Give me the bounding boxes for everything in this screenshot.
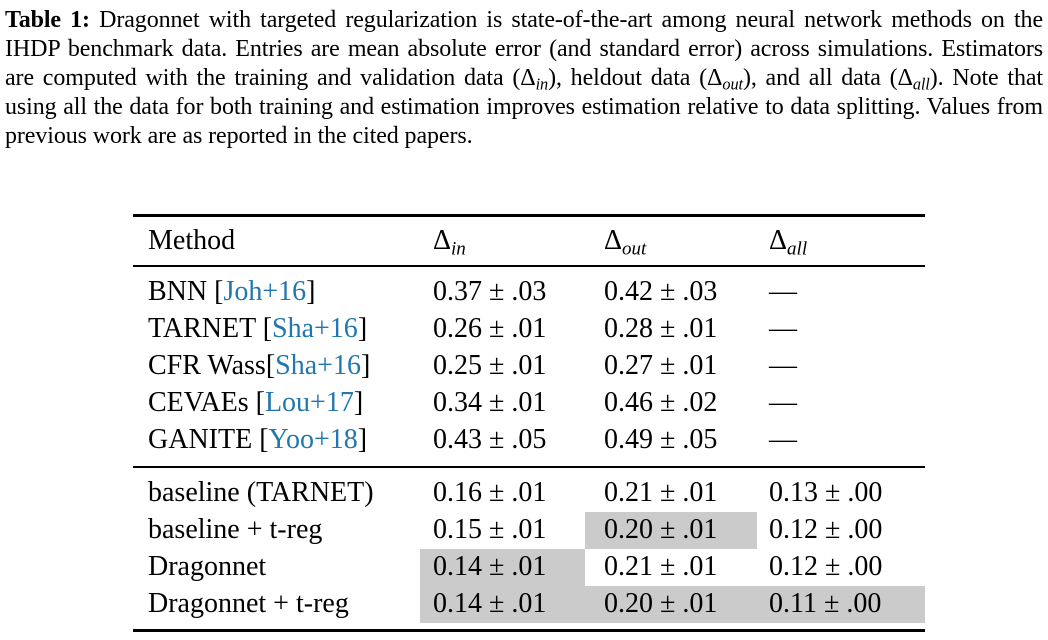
delta-symbol: Δ — [769, 224, 788, 256]
delta-out-value: 0.46 ± .02 — [604, 387, 718, 418]
delta-all-value: 0.12 ± .00 — [769, 551, 883, 582]
method-name: CEVAEs — [148, 387, 256, 418]
delta-all-value: 0.12 ± .00 — [769, 514, 883, 545]
spacer-row — [133, 623, 925, 631]
this-work-section: baseline (TARNET) 0.16 ± .01 0.21 ± .01 … — [133, 467, 925, 631]
delta-in-value: 0.16 ± .01 — [433, 477, 547, 508]
delta-all-value: — — [769, 313, 797, 344]
delta-in-value: 0.15 ± .01 — [433, 514, 547, 545]
column-header-delta-all: Δall — [757, 216, 925, 266]
citation-bracket: [ — [255, 387, 265, 418]
delta-in-value: 0.34 ± .01 — [433, 387, 547, 418]
citation-bracket: [ — [262, 313, 273, 344]
table-row-dragonnet: Dragonnet 0.14 ± .01 0.21 ± .01 0.12 ± .… — [133, 548, 925, 586]
caption-text: ), and all data (Δ — [742, 65, 913, 91]
delta-all-value: 0.11 ± .00 — [757, 585, 925, 623]
delta-all-value: — — [769, 350, 797, 381]
column-header-delta-in: Δin — [420, 216, 585, 266]
citation-bracket: ] — [306, 276, 316, 307]
table-row-tarnet: TARNET [Sha+16] 0.26 ± .01 0.28 ± .01 — — [133, 311, 925, 348]
delta-in-value: 0.43 ± .05 — [433, 424, 547, 455]
table-row-cfr-wass: CFR Wass[Sha+16] 0.25 ± .01 0.27 ± .01 — — [133, 348, 925, 385]
method-cell: CFR Wass[Sha+16] — [133, 348, 420, 385]
delta-all-value: — — [769, 276, 797, 307]
spacer-row — [133, 467, 925, 475]
delta-symbol: Δ — [433, 224, 452, 256]
method-name: GANITE — [148, 424, 260, 455]
citation-bracket: [ — [259, 424, 269, 455]
table-row-ganite: GANITE [Yoo+18] 0.43 ± .05 0.49 ± .05 — — [133, 422, 925, 459]
method-cell: GANITE [Yoo+18] — [133, 422, 420, 459]
table-row-bnn: BNN [Joh+16] 0.37 ± .03 0.42 ± .03 — — [133, 274, 925, 311]
method-cell: baseline + t-reg — [148, 514, 323, 545]
delta-out-value: 0.20 ± .01 — [585, 511, 757, 549]
caption-label: Table 1: — [5, 7, 90, 33]
delta-out-value: 0.28 ± .01 — [604, 313, 718, 344]
delta-all-subscript: all — [912, 74, 930, 94]
method-name: BNN — [148, 276, 215, 307]
citation-bracket: ] — [353, 387, 364, 418]
citation-bracket: ] — [357, 424, 368, 455]
citation-link[interactable]: Yoo+18 — [268, 424, 358, 455]
method-cell: Dragonnet — [148, 551, 267, 582]
caption-text: ). Note that using all the data for both… — [5, 65, 1043, 149]
delta-all-value: — — [769, 387, 797, 418]
method-cell: Dragonnet + t-reg — [148, 588, 349, 619]
delta-in-subscript: in — [535, 74, 549, 94]
spacer-row — [133, 266, 925, 274]
citation-bracket: ] — [360, 350, 371, 381]
delta-out-value: 0.21 ± .01 — [604, 551, 718, 582]
delta-all-value: 0.13 ± .00 — [769, 477, 883, 508]
table-row-dragonnet-treg: Dragonnet + t-reg 0.14 ± .01 0.20 ± .01 … — [133, 585, 925, 623]
table-row-baseline-treg: baseline + t-reg 0.15 ± .01 0.20 ± .01 0… — [133, 511, 925, 549]
delta-out-value: 0.27 ± .01 — [604, 350, 718, 381]
header-row: Method Δin Δout Δall — [133, 216, 925, 266]
previous-work-section: BNN [Joh+16] 0.37 ± .03 0.42 ± .03 — TAR… — [133, 266, 925, 467]
delta-in-value: 0.14 ± .01 — [420, 585, 585, 623]
method-cell: BNN [Joh+16] — [133, 274, 420, 311]
delta-all-value: — — [769, 424, 797, 455]
delta-all-subscript: all — [787, 238, 808, 260]
citation-bracket: [ — [265, 350, 276, 381]
method-name: CFR Wass — [148, 350, 266, 381]
delta-in-subscript: in — [451, 238, 466, 260]
caption-text: ), heldout data (Δ — [548, 65, 723, 91]
citation-bracket: [ — [214, 276, 224, 307]
delta-out-value: 0.42 ± .03 — [604, 276, 718, 307]
delta-out-value: 0.21 ± .01 — [604, 477, 718, 508]
results-table: Method Δin Δout Δall BNN [Joh+16] 0.37 ±… — [133, 214, 925, 632]
method-cell: baseline (TARNET) — [148, 477, 374, 508]
citation-link[interactable]: Sha+16 — [275, 350, 361, 381]
citation-link[interactable]: Lou+17 — [264, 387, 354, 418]
method-cell: CEVAEs [Lou+17] — [133, 385, 420, 422]
method-cell: TARNET [Sha+16] — [133, 311, 420, 348]
table-row-cevaes: CEVAEs [Lou+17] 0.34 ± .01 0.46 ± .02 — — [133, 385, 925, 422]
delta-out-subscript: out — [622, 238, 647, 260]
delta-out-subscript: out — [722, 74, 743, 94]
table-row-baseline: baseline (TARNET) 0.16 ± .01 0.21 ± .01 … — [133, 475, 925, 512]
column-header-method: Method — [148, 224, 236, 256]
table-caption: Table 1: Dragonnet with targeted regular… — [5, 6, 1043, 151]
caption-text: Dragonnet with targeted regularization i… — [5, 7, 1043, 91]
delta-out-value: 0.20 ± .01 — [585, 585, 757, 623]
column-header-delta-out: Δout — [585, 216, 757, 266]
delta-symbol: Δ — [604, 224, 623, 256]
delta-in-value: 0.37 ± .03 — [433, 276, 547, 307]
citation-link[interactable]: Joh+16 — [223, 276, 307, 307]
method-name: TARNET — [148, 313, 263, 344]
citation-bracket: ] — [357, 313, 368, 344]
delta-in-value: 0.26 ± .01 — [433, 313, 547, 344]
delta-out-value: 0.49 ± .05 — [604, 424, 718, 455]
spacer-row — [133, 459, 925, 467]
citation-link[interactable]: Sha+16 — [272, 313, 358, 344]
delta-in-value: 0.14 ± .01 — [420, 548, 585, 586]
table-header: Method Δin Δout Δall — [133, 216, 925, 266]
delta-in-value: 0.25 ± .01 — [433, 350, 547, 381]
